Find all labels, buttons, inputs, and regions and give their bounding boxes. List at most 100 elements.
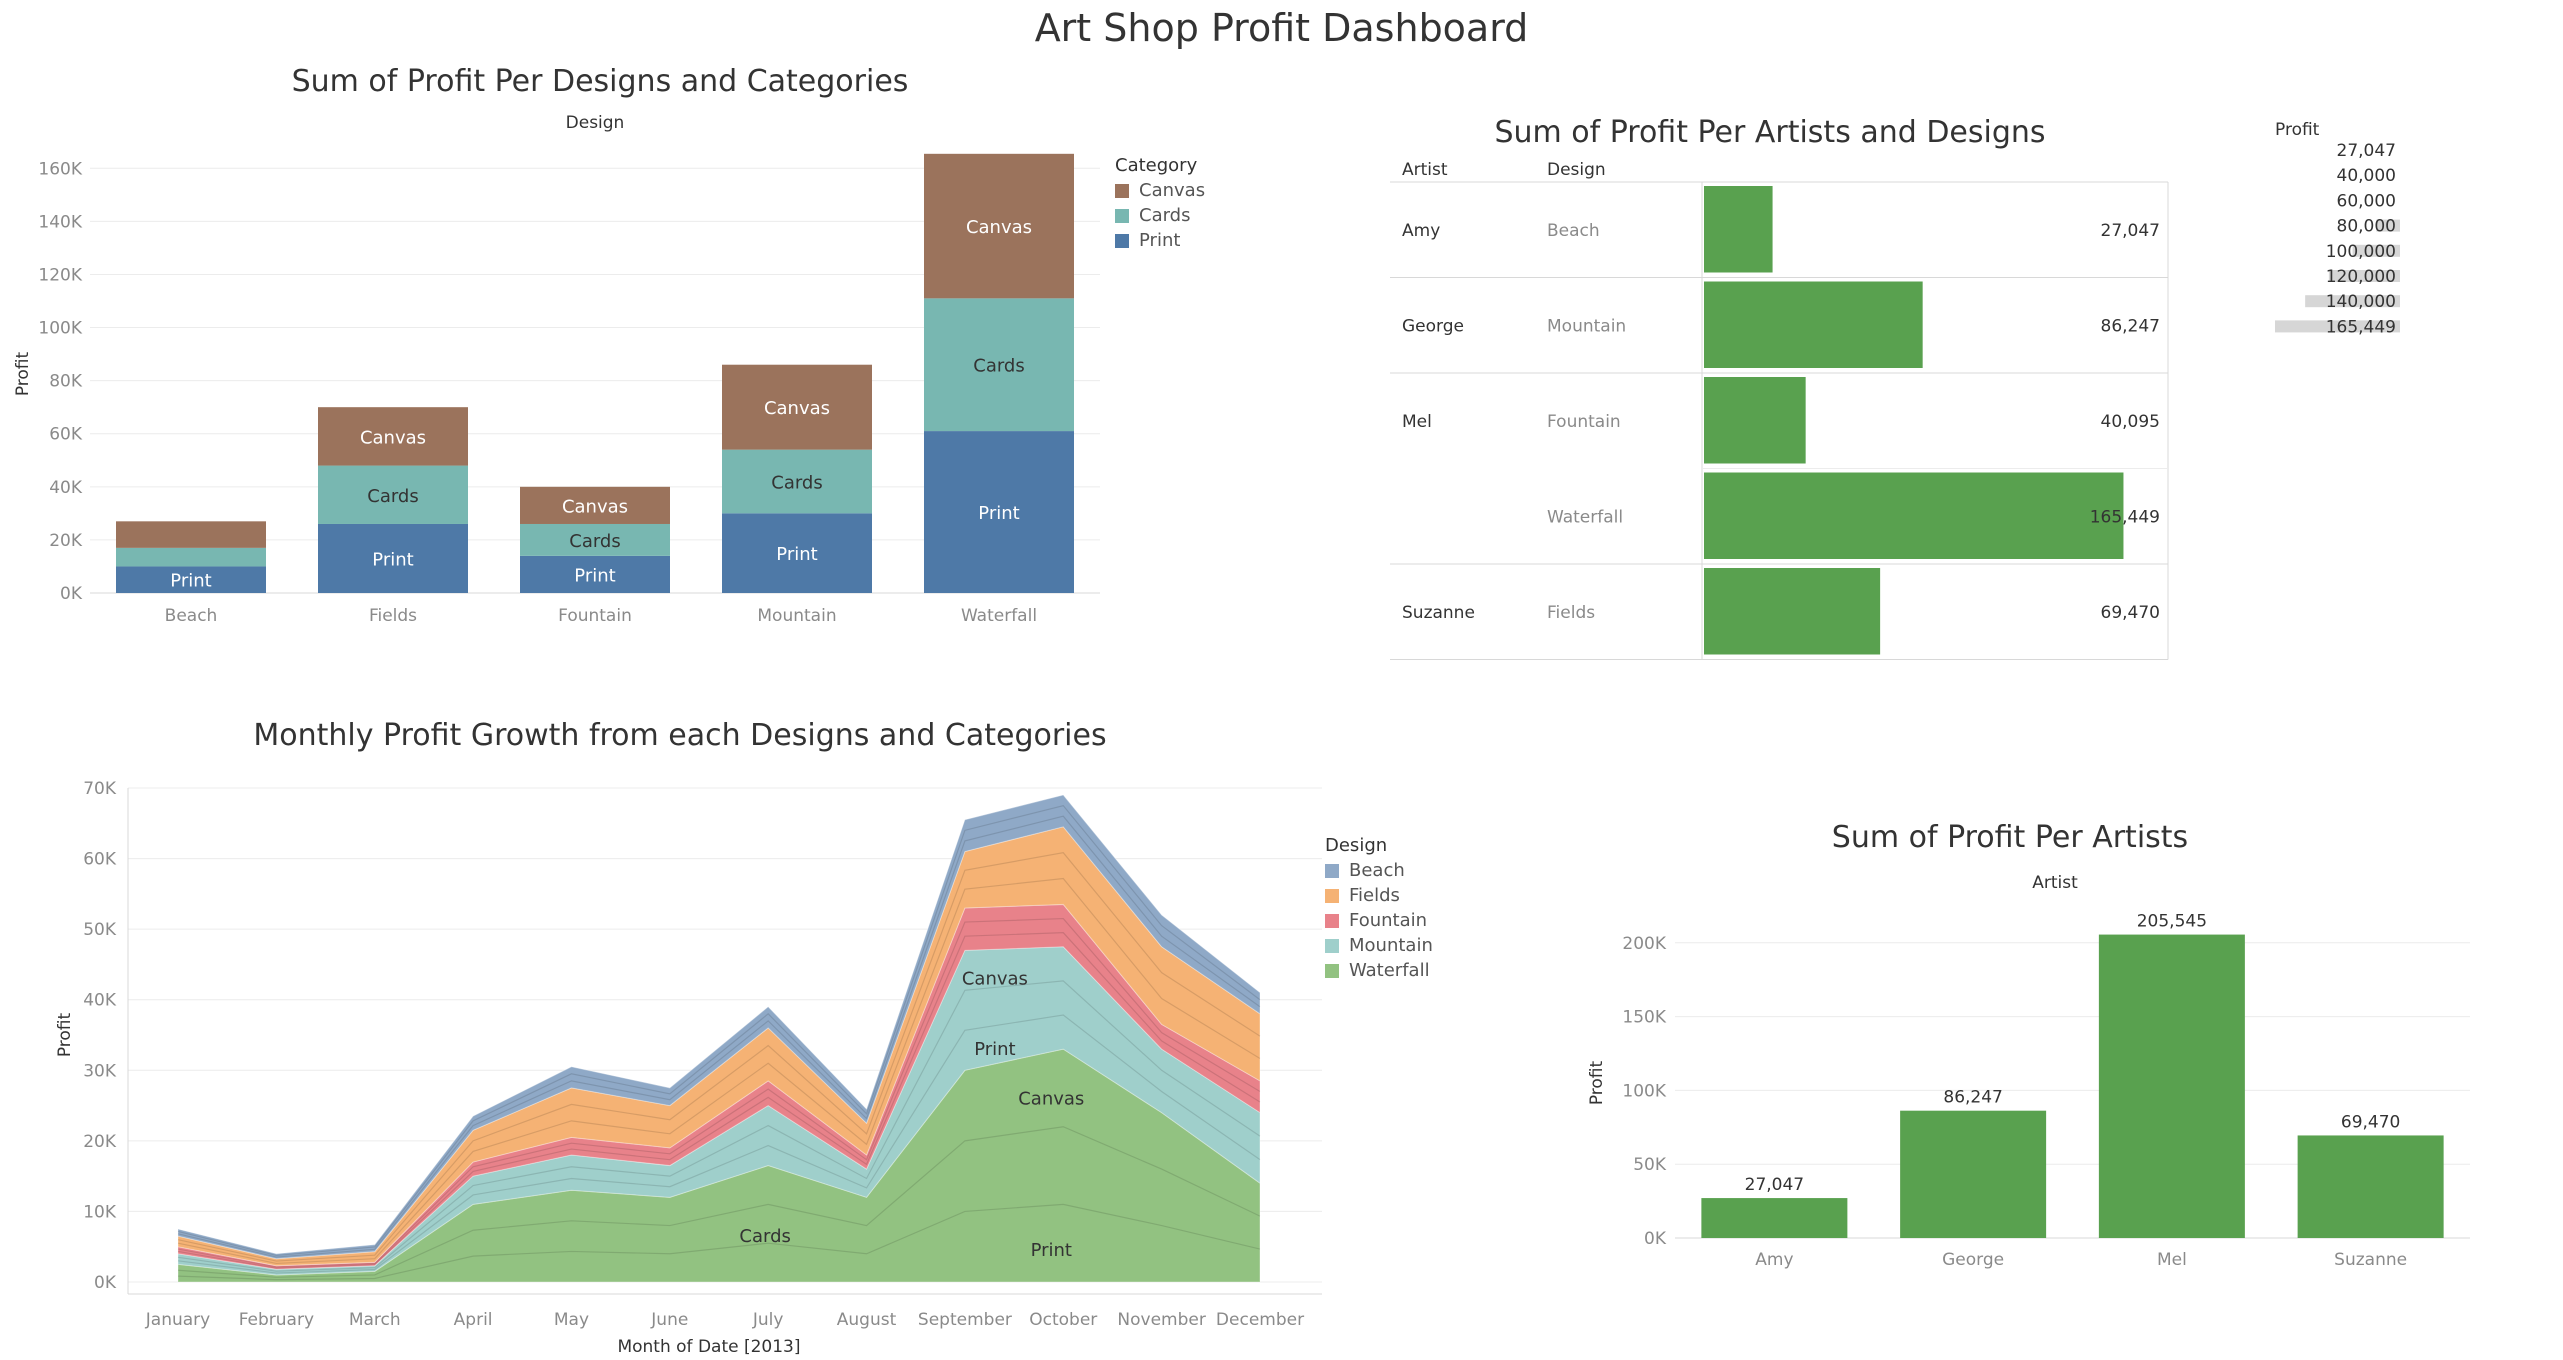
- chart4-xtick: Mel: [2157, 1250, 2187, 1270]
- legend-item-fountain[interactable]: Fountain: [1325, 908, 1433, 933]
- bar-segment-canvas: [116, 521, 266, 548]
- chart4-xtick: Amy: [1755, 1250, 1793, 1270]
- category-legend: Category Canvas Cards Print: [1115, 155, 1205, 253]
- chart3-xtick: August: [837, 1310, 897, 1330]
- chart1-ytick: 60K: [49, 425, 83, 445]
- bar-segment-cards: [722, 449, 872, 514]
- chart2-design-label: Beach: [1547, 221, 1600, 241]
- area-annotation: Cards: [739, 1226, 791, 1247]
- legend-swatch-fountain: [1325, 913, 1339, 928]
- area-category-line: [177, 917, 1261, 1268]
- chart3-xtick: February: [239, 1310, 314, 1330]
- chart3-ytick: 10K: [83, 1202, 117, 1222]
- bar-segment-label: Cards: [367, 486, 419, 507]
- chart3-xtick: March: [349, 1310, 401, 1330]
- chart2-bar: [1704, 186, 1773, 273]
- chart2-design-label: Fountain: [1547, 412, 1621, 432]
- chart2-design-label: Waterfall: [1547, 507, 1623, 527]
- chart2-bar: [1704, 472, 2124, 559]
- chart3-xtick: December: [1216, 1310, 1304, 1330]
- chart1-xtick: Fountain: [558, 606, 632, 626]
- bar-segment-print: [318, 523, 468, 593]
- chart4-header: Artist: [2032, 873, 2078, 893]
- chart1-ytick: 0K: [60, 584, 83, 604]
- legend-item-canvas[interactable]: Canvas: [1115, 178, 1205, 203]
- chart1-xtick: Waterfall: [961, 606, 1037, 626]
- chart3-xtick: November: [1117, 1310, 1205, 1330]
- chart2-title: Sum of Profit Per Artists and Designs: [1494, 115, 2046, 150]
- monthly-growth-chart: 0K 10K 20K 30K 40K 50K 60K 70K Profit Canvas Print…: [55, 779, 1322, 1357]
- legend-item-waterfall[interactable]: Waterfall: [1325, 958, 1433, 983]
- chart3-ylabel: Profit: [55, 1012, 75, 1057]
- bar-segment-print: [520, 555, 670, 593]
- size-legend-swatch: [2275, 320, 2400, 333]
- legend-swatch-canvas: [1115, 183, 1129, 198]
- bar-segment-cards: [116, 547, 266, 567]
- chart1-xtick: Beach: [165, 606, 218, 626]
- artist-bar: [2297, 1135, 2444, 1238]
- chart1-ytick: 160K: [38, 159, 82, 179]
- chart2-bar: [1704, 281, 1923, 368]
- dashboard-title: Art Shop Profit Dashboard: [1034, 6, 1529, 50]
- category-legend-title: Category: [1115, 155, 1198, 176]
- chart3-xtick: May: [554, 1310, 589, 1330]
- chart3-ytick: 60K: [83, 850, 117, 870]
- chart2-artist-label: Suzanne: [1402, 603, 1475, 623]
- chart4-ytick: 100K: [1622, 1081, 1666, 1101]
- size-legend-label: 27,047: [2337, 141, 2396, 161]
- legend-swatch-cards: [1115, 208, 1129, 223]
- chart2-design-label: Fields: [1547, 603, 1595, 623]
- size-legend-label: 40,000: [2337, 166, 2396, 186]
- bar-segment-label: Print: [978, 503, 1019, 524]
- chart3-xtick: June: [650, 1310, 688, 1330]
- area-category-line: [177, 932, 1261, 1269]
- chart2-value-label: 165,449: [2090, 507, 2160, 527]
- area-category-line: [177, 877, 1261, 1265]
- size-legend-label: 120,000: [2326, 267, 2396, 287]
- area-annotation: Print: [974, 1039, 1015, 1060]
- bar-segment-label: Print: [574, 565, 615, 586]
- legend-item-print[interactable]: Print: [1115, 228, 1205, 253]
- bar-segment-print: [722, 513, 872, 593]
- size-legend-label: 100,000: [2326, 242, 2396, 262]
- chart2-design-label: Mountain: [1547, 316, 1626, 336]
- size-legend-label: 140,000: [2326, 292, 2396, 312]
- legend-label-print: Print: [1139, 230, 1181, 251]
- legend-item-beach[interactable]: Beach: [1325, 858, 1433, 883]
- chart4-ytick: 150K: [1622, 1008, 1666, 1028]
- legend-label-beach: Beach: [1349, 860, 1405, 881]
- bar-segment-label: Cards: [973, 356, 1025, 377]
- artist-profit-chart: Artist 0K 50K 100K 150K 200K Profit 27,047 Amy 86…: [1587, 873, 2470, 1270]
- chart1-ytick: 120K: [38, 265, 82, 285]
- area-category-line: [177, 852, 1261, 1262]
- artist-bar: [1701, 1198, 1848, 1238]
- design-legend: Design Beach Fields Fountain Mountain Wa…: [1325, 835, 1433, 983]
- legend-item-cards[interactable]: Cards: [1115, 203, 1205, 228]
- chart1-title: Sum of Profit Per Designs and Categories: [291, 64, 909, 99]
- chart2-value-label: 69,470: [2101, 603, 2160, 623]
- legend-label-fields: Fields: [1349, 885, 1400, 906]
- chart2-bar: [1704, 568, 1881, 655]
- chart4-ytick: 200K: [1622, 934, 1666, 954]
- area-category-line: [177, 804, 1261, 1257]
- chart1-ytick: 20K: [49, 531, 83, 551]
- chart4-xtick: Suzanne: [2334, 1250, 2407, 1270]
- legend-swatch-waterfall: [1325, 963, 1339, 978]
- legend-item-mountain[interactable]: Mountain: [1325, 933, 1433, 958]
- area-annotation: Canvas: [1018, 1089, 1084, 1110]
- chart2-value-label: 27,047: [2101, 221, 2160, 241]
- chart4-xtick: George: [1942, 1250, 2004, 1270]
- chart2-header-design: Design: [1547, 160, 1606, 180]
- bar-segment-label: Print: [170, 571, 211, 592]
- size-legend-swatch: [2376, 219, 2400, 232]
- chart1-ytick: 140K: [38, 212, 82, 232]
- chart3-ytick: 40K: [83, 991, 117, 1011]
- design-legend-title: Design: [1325, 835, 1388, 856]
- chart1-ylabel: Profit: [13, 351, 33, 396]
- bar-segment-label: Canvas: [562, 496, 628, 517]
- chart1-xtick: Fields: [369, 606, 417, 626]
- chart3-ytick: 0K: [94, 1273, 117, 1293]
- artist-design-chart: Artist Design Amy Beach 27,047 George Mountain…: [1390, 120, 2400, 660]
- legend-item-fields[interactable]: Fields: [1325, 883, 1433, 908]
- artist-bar-value: 27,047: [1745, 1175, 1804, 1195]
